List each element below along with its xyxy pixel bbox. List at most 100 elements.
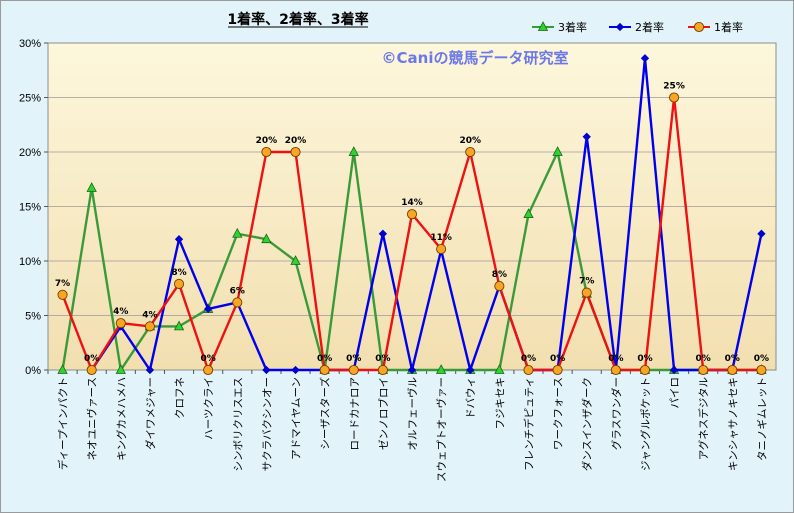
data-label: 0%: [375, 354, 390, 364]
data-label: 4%: [142, 310, 157, 320]
series-layer: [57, 54, 767, 376]
x-tick-label: ゼンノロブロイ: [377, 377, 390, 450]
x-tick-label: フジキセキ: [494, 377, 506, 430]
x-tick-label: サクラバクシンオー: [261, 377, 273, 471]
data-label: 0%: [84, 354, 99, 364]
data-point: [407, 365, 417, 375]
data-point: [173, 278, 185, 289]
x-tick-label: ジャングルポケット: [639, 377, 652, 471]
data-point: [494, 281, 505, 292]
data-point: [290, 255, 301, 265]
data-point: [466, 365, 475, 375]
data-label: 8%: [171, 268, 186, 278]
data-label: 0%: [696, 354, 711, 364]
data-label: 14%: [401, 198, 423, 208]
y-tick-label: 5%: [25, 311, 41, 323]
data-point: [582, 132, 591, 141]
data-label: 0%: [608, 354, 623, 364]
data-point: [115, 318, 126, 329]
series-3: [57, 92, 767, 376]
data-label: 20%: [285, 136, 307, 146]
data-point: [261, 233, 272, 244]
data-point: [57, 289, 68, 300]
data-point: [494, 364, 505, 374]
legend-label: 2着率: [635, 20, 664, 34]
data-label: 0%: [754, 354, 769, 364]
data-label: 7%: [55, 279, 70, 289]
data-label: 0%: [550, 354, 565, 364]
legend-label: 3着率: [558, 20, 587, 34]
x-tick-label: ネオユニヴァース: [86, 377, 99, 460]
data-point: [203, 304, 213, 314]
data-point: [406, 209, 418, 220]
data-point: [144, 321, 155, 332]
data-point: [669, 92, 680, 103]
x-axis: ディープインパクト ネオユニヴァース キングカメハメハ ダイワメジャー クロフネ ハーツク…: [47, 370, 768, 482]
x-tick-label: タニノギムレット: [756, 377, 768, 461]
x-tick-label: キングカメハメハ: [115, 377, 128, 461]
x-tick-label: シンボリクリスエス: [232, 377, 244, 472]
x-tick-label: キンシャサノキセキ: [727, 377, 739, 471]
x-tick-label: ワークフォース: [553, 377, 565, 450]
data-label: 0%: [725, 354, 740, 364]
data-point: [523, 364, 534, 376]
legend-marker: [615, 22, 625, 32]
x-tick-label: オルフェーヴル: [406, 377, 419, 451]
data-label: 20%: [459, 136, 481, 146]
data-point: [232, 227, 243, 238]
data-label: 4%: [113, 307, 128, 317]
data-label: 20%: [256, 136, 278, 146]
data-point: [757, 229, 766, 238]
data-point: [290, 146, 301, 158]
y-tick-label: 0%: [25, 365, 41, 377]
data-point: [86, 364, 97, 376]
data-point: [581, 287, 592, 298]
data-point: [145, 365, 155, 375]
data-point: [174, 235, 184, 244]
x-tick-label: フレンチデピュティ: [522, 377, 535, 471]
x-tick-label: アグネスデジタル: [697, 377, 710, 460]
data-point: [698, 364, 709, 376]
data-label: 0%: [201, 354, 216, 364]
legend-entry: 1着率: [688, 20, 743, 34]
data-point: [115, 364, 126, 374]
y-axis: 0% 5% 10% 15% 20% 25% 30%: [19, 38, 48, 377]
data-point: [173, 320, 185, 331]
x-tick-label: ロードカナロア: [349, 377, 361, 451]
x-tick-label: ハーツクライ: [203, 377, 215, 440]
legend-marker: [537, 21, 549, 31]
watermark: ©Caniの競馬データ研究室: [382, 49, 569, 67]
data-point: [86, 182, 97, 192]
data-label: 8%: [492, 270, 507, 280]
legend-marker: [693, 21, 705, 33]
data-label: 25%: [663, 82, 685, 92]
data-point: [348, 146, 359, 156]
data-label: 11%: [430, 233, 452, 243]
data-label: 0%: [637, 354, 652, 364]
data-point: [640, 54, 650, 63]
data-point: [262, 365, 271, 375]
data-point: [435, 364, 447, 374]
data-point: [348, 364, 359, 376]
data-point: [378, 229, 388, 238]
data-point: [436, 243, 447, 255]
x-tick-label: グラスワンダー: [610, 377, 623, 450]
data-point: [232, 297, 243, 308]
data-point: [319, 364, 330, 376]
series-line: [90, 57, 763, 372]
data-point: [261, 146, 272, 158]
x-tick-label: ダイワメジャー: [144, 377, 157, 450]
legend-entry: 2着率: [609, 20, 664, 34]
data-point: [727, 364, 738, 376]
data-point: [610, 364, 621, 376]
x-tick-label: ドバウィ: [465, 377, 477, 419]
data-point: [465, 146, 476, 158]
data-point: [57, 364, 68, 374]
chart-title: 1着率、2着率、3着率: [227, 11, 368, 28]
data-labels: 7% 0% 4% 4% 8% 0% 6% 20% 20% 0% 0% 0% 14% 11% 20% 8% 0% 0…: [55, 82, 769, 365]
data-point: [639, 364, 651, 376]
x-tick-label: ダンスインザダーク: [581, 377, 594, 471]
y-tick-label: 30%: [19, 38, 41, 50]
x-tick-label: ディープインパクト: [57, 377, 70, 470]
data-point: [552, 146, 563, 156]
